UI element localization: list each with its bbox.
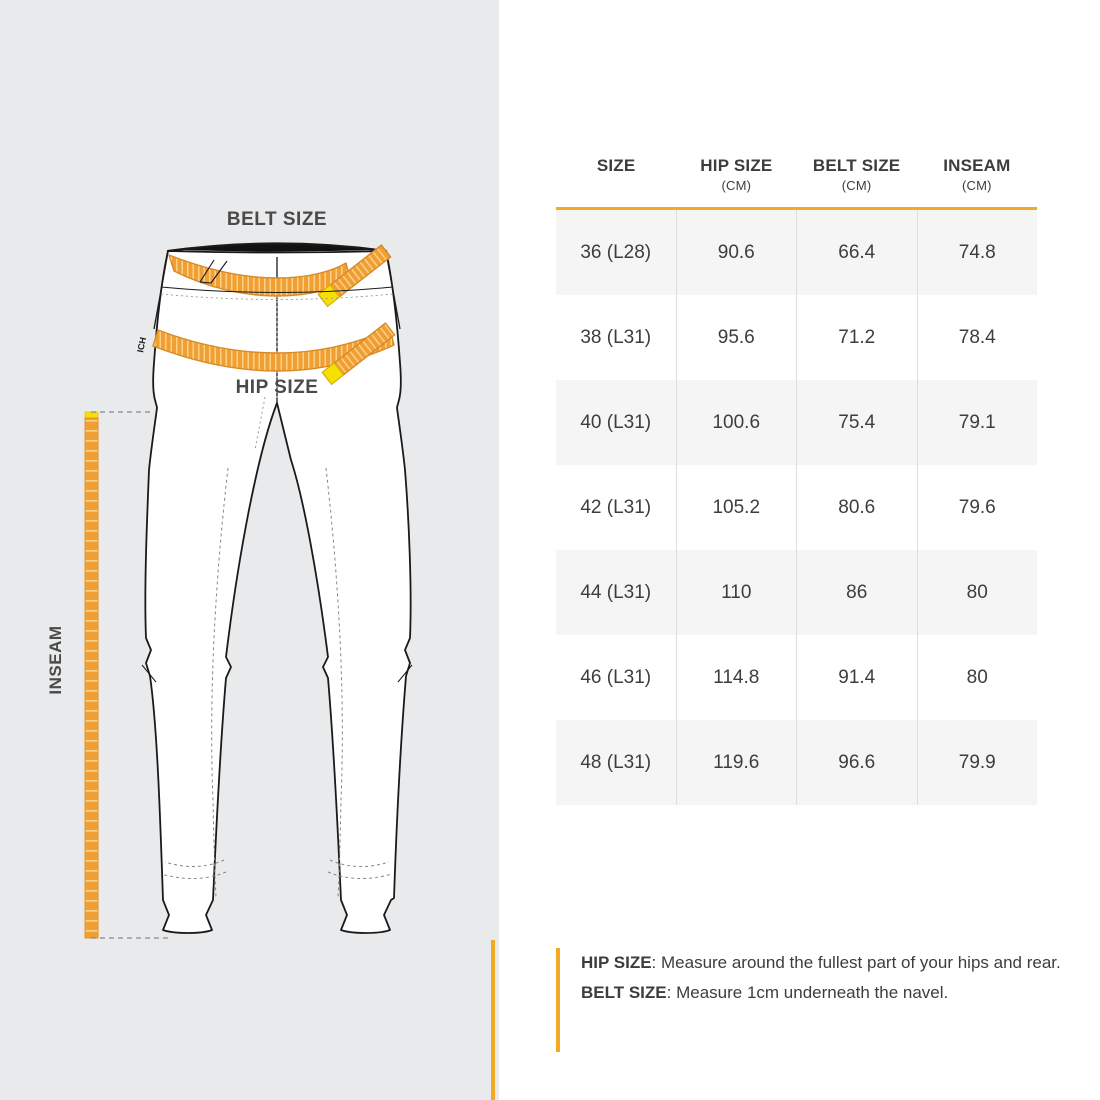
svg-text:ICH: ICH [135, 336, 148, 353]
svg-text:BELT SIZE: BELT SIZE [227, 209, 327, 230]
svg-text:INSEAM: INSEAM [46, 625, 65, 694]
svg-text:HIP SIZE: HIP SIZE [236, 377, 319, 398]
